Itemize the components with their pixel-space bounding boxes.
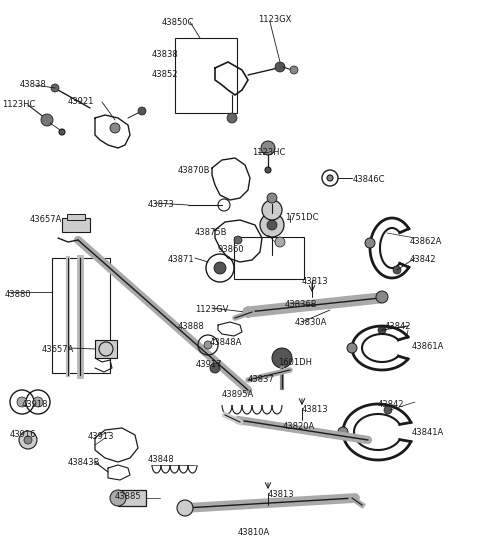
Text: 43895A: 43895A [222, 390, 254, 399]
Text: 43870B: 43870B [178, 166, 211, 175]
Text: 43846C: 43846C [353, 175, 385, 184]
Text: 43813: 43813 [302, 405, 329, 414]
Text: 1123GX: 1123GX [258, 15, 291, 24]
Text: 43852: 43852 [152, 70, 179, 79]
Bar [175, 38, 237, 113]
Circle shape [17, 397, 27, 407]
Circle shape [376, 291, 388, 303]
Text: 43843B: 43843B [68, 458, 100, 467]
Text: 43837: 43837 [248, 375, 275, 384]
Bar [234, 237, 304, 279]
Text: 43820A: 43820A [283, 422, 315, 431]
Circle shape [384, 406, 392, 414]
Text: 1751DC: 1751DC [285, 213, 319, 222]
Text: 43862A: 43862A [410, 237, 443, 246]
Circle shape [347, 343, 357, 353]
Circle shape [51, 84, 59, 92]
Bar [67, 214, 85, 220]
Bar [62, 218, 90, 232]
Circle shape [138, 107, 146, 115]
Circle shape [227, 113, 237, 123]
Text: 43873: 43873 [148, 200, 175, 209]
Text: 43813: 43813 [302, 277, 329, 286]
Text: 43918: 43918 [22, 400, 48, 409]
Bar [118, 490, 146, 506]
Circle shape [267, 193, 277, 203]
Circle shape [275, 62, 285, 72]
Circle shape [214, 262, 226, 274]
Text: 43848: 43848 [148, 455, 175, 464]
Text: 93860: 93860 [218, 245, 245, 254]
Text: 43830A: 43830A [295, 318, 327, 327]
Text: 43917: 43917 [196, 360, 223, 369]
Text: 1123HC: 1123HC [2, 100, 36, 109]
Circle shape [275, 237, 285, 247]
Circle shape [338, 427, 348, 437]
Circle shape [24, 436, 32, 444]
Circle shape [177, 500, 193, 516]
Circle shape [110, 123, 120, 133]
Circle shape [234, 236, 242, 244]
Bar [52, 258, 110, 373]
Text: 43810A: 43810A [238, 528, 270, 537]
Circle shape [365, 238, 375, 248]
Text: 43838: 43838 [20, 80, 47, 89]
Text: 43888: 43888 [178, 322, 205, 331]
Text: 43921: 43921 [68, 97, 95, 106]
Circle shape [327, 175, 333, 181]
Text: 43916: 43916 [10, 430, 36, 439]
Circle shape [19, 431, 37, 449]
Text: 43842: 43842 [378, 400, 405, 409]
Text: 1123GV: 1123GV [195, 305, 228, 314]
Circle shape [265, 167, 271, 173]
Circle shape [59, 129, 65, 135]
Text: 43913: 43913 [88, 432, 115, 441]
Text: 43657A: 43657A [42, 345, 74, 354]
Text: 43657A: 43657A [30, 215, 62, 224]
Text: 43885: 43885 [115, 492, 142, 501]
Text: 43838: 43838 [152, 50, 179, 59]
Text: 43842: 43842 [410, 255, 436, 264]
Circle shape [41, 114, 53, 126]
Circle shape [210, 363, 220, 373]
Text: 43880: 43880 [5, 290, 32, 299]
Text: 43813: 43813 [268, 490, 295, 499]
Text: 43841A: 43841A [412, 428, 444, 437]
Circle shape [261, 141, 275, 155]
Circle shape [260, 213, 284, 237]
Circle shape [204, 341, 212, 349]
Text: 43850C: 43850C [162, 18, 194, 27]
Circle shape [290, 66, 298, 74]
Circle shape [267, 220, 277, 230]
Circle shape [393, 266, 401, 274]
Circle shape [33, 397, 43, 407]
Circle shape [272, 348, 292, 368]
Text: 43842: 43842 [385, 322, 411, 331]
Text: 43836B: 43836B [285, 300, 318, 309]
Text: 43848A: 43848A [210, 338, 242, 347]
Bar [95, 340, 117, 358]
Text: 1601DH: 1601DH [278, 358, 312, 367]
Text: 43861A: 43861A [412, 342, 444, 351]
Text: 43871: 43871 [168, 255, 194, 264]
Text: 43875B: 43875B [195, 228, 228, 237]
Circle shape [378, 326, 386, 334]
Text: 1123HC: 1123HC [252, 148, 286, 157]
Circle shape [262, 200, 282, 220]
Circle shape [243, 307, 253, 317]
Circle shape [110, 490, 126, 506]
